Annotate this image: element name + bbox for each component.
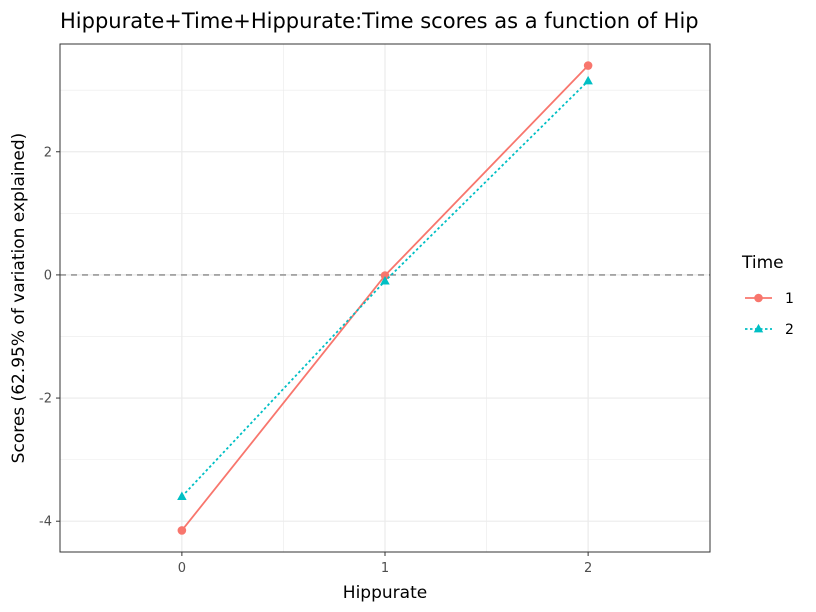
legend-key-2-marker	[753, 323, 764, 333]
series-layer	[177, 61, 593, 535]
y-tick-label: 0	[44, 268, 52, 283]
x-tick-label: 2	[584, 561, 592, 576]
legend-key-1-marker	[754, 293, 763, 303]
series-2-point	[177, 491, 187, 501]
series-1-point	[177, 526, 187, 535]
y-axis-title: Scores (62.95% of variation explained)	[9, 133, 29, 464]
chart-title: Hippurate+Time+Hippurate:Time scores as …	[60, 9, 699, 33]
x-tick-label: 1	[381, 561, 389, 576]
axis-tick-labels: -4 -2 0 2 0 1 2	[39, 145, 592, 576]
legend-label-2: 2	[785, 322, 794, 338]
legend-items: 12	[745, 291, 794, 338]
grid-major	[60, 44, 710, 552]
x-axis-title: Hippurate	[343, 583, 427, 603]
legend: Time 12	[741, 253, 794, 338]
x-tick-label: 0	[178, 561, 186, 576]
series-2-point	[583, 75, 593, 85]
series-2-point	[380, 276, 390, 285]
series-1-point	[380, 271, 390, 280]
y-tick-label: -2	[39, 392, 52, 407]
y-tick-label: 2	[44, 145, 52, 160]
series-1-point	[583, 61, 593, 70]
y-tick-label: -4	[39, 515, 52, 530]
legend-title: Time	[741, 253, 784, 273]
legend-label-1: 1	[785, 291, 794, 307]
axis-ticks	[56, 151, 589, 556]
